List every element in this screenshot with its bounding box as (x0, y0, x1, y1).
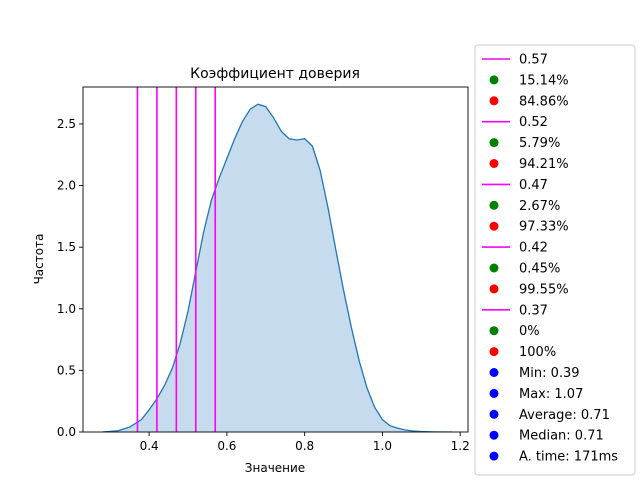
legend-label: Min: 0.39 (519, 366, 580, 381)
legend-label: 99.55% (519, 282, 569, 297)
legend-label: 5.79% (519, 136, 560, 151)
legend-dot-marker (489, 388, 499, 398)
y-axis-label: Частота (32, 234, 46, 285)
legend-dot-marker (489, 368, 499, 377)
legend-label: 0.42 (519, 241, 548, 256)
y-tick-label: 2.5 (57, 117, 76, 131)
plot-frame (82, 86, 469, 433)
legend-dot-marker (489, 75, 499, 85)
legend-label: Max: 1.07 (519, 387, 583, 402)
legend-dot-marker (489, 347, 499, 357)
x-axis: 0.4 0.6 0.8 1.0 1.2 (140, 432, 470, 453)
plot-area (82, 86, 469, 433)
x-tick-label: 1.0 (373, 439, 392, 453)
legend-label: 15.14% (519, 73, 569, 88)
legend-dot-marker (489, 263, 499, 273)
density-line (102, 103, 453, 432)
legend-label: 2.67% (519, 199, 560, 214)
legend-label: 94.21% (519, 157, 569, 172)
y-axis: 0.0 0.5 1.0 1.5 2.0 2.5 (57, 117, 83, 439)
y-tick-label: 1.0 (57, 302, 76, 316)
legend-dot-marker (489, 326, 499, 336)
legend-dot-marker (489, 284, 499, 294)
legend-label: A. time: 171ms (519, 450, 618, 465)
legend-label: 0.57 (519, 53, 548, 68)
legend-label: 84.86% (519, 94, 569, 109)
legend-label: Median: 0.71 (519, 429, 604, 444)
x-tick-label: 0.6 (217, 439, 236, 453)
y-tick-label: 0.0 (57, 425, 76, 439)
legend-dot-marker (489, 200, 499, 210)
legend-label: 97.33% (519, 220, 569, 235)
legend-label: Average: 0.71 (519, 408, 610, 423)
legend-dot-marker (489, 430, 499, 440)
x-tick-label: 1.2 (451, 439, 470, 453)
y-tick-label: 1.5 (57, 240, 76, 254)
legend-dot-marker (489, 96, 499, 106)
legend-label: 100% (519, 345, 556, 360)
x-tick-label: 0.8 (295, 439, 314, 453)
chart-title: Коэффициент доверия (190, 66, 360, 82)
plot-content (102, 87, 453, 432)
legend-label: 0.37 (519, 303, 548, 318)
y-tick-label: 0.5 (57, 363, 76, 377)
legend-label: 0.52 (519, 115, 548, 130)
legend-dot-marker (489, 451, 499, 461)
legend-label: 0.47 (519, 178, 548, 193)
legend-label: 0.45% (519, 262, 560, 277)
legend-dot-marker (489, 221, 499, 231)
x-tick-label: 0.4 (140, 439, 159, 453)
x-axis-label: Значение (245, 461, 305, 475)
legend-frame (474, 44, 636, 476)
legend-dot-marker (489, 409, 499, 419)
legend-dot-marker (489, 159, 499, 168)
legend-dot-marker (489, 138, 499, 148)
y-tick-label: 2.0 (57, 179, 76, 193)
legend-label: 0% (519, 324, 540, 339)
legend: 0.57 15.14% 84.86% 0.52 5.79% 94.21% 0.47 2.67%… (474, 44, 636, 476)
density-area (102, 104, 453, 432)
